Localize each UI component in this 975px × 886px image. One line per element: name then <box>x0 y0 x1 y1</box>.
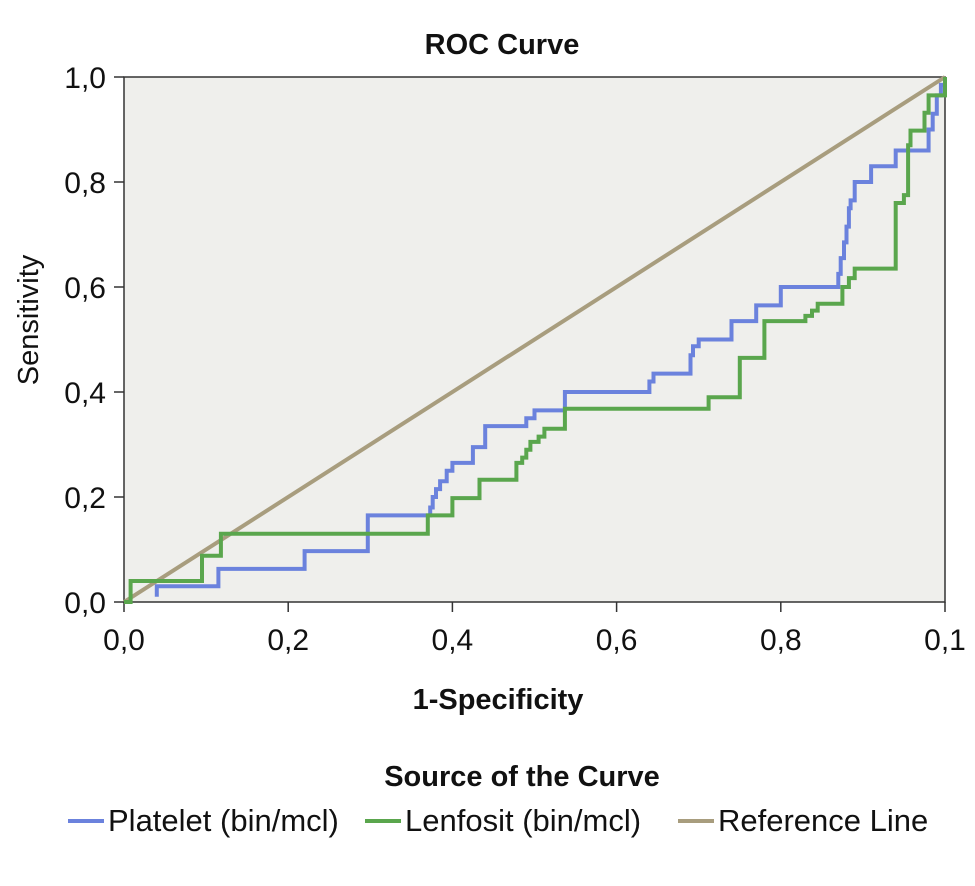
legend-label: Platelet (bin/mcl) <box>108 803 339 838</box>
x-tick-label: 0,8 <box>760 624 802 657</box>
y-tick-label: 0,4 <box>64 377 106 410</box>
x-tick-label: 0,4 <box>432 624 474 657</box>
y-tick-label: 0,2 <box>64 482 106 515</box>
x-axis: 0,0 0,2 0,4 0,6 0,8 0,1 <box>103 602 966 657</box>
legend-label: Lenfosit (bin/mcl) <box>405 803 641 838</box>
x-tick-label: 0,0 <box>103 624 145 657</box>
chart-title: ROC Curve <box>425 29 580 61</box>
series-line-1 <box>124 77 947 604</box>
y-axis: 0,0 0,2 0,4 0,6 0,8 1,0 <box>64 62 124 620</box>
x-tick-label: 0,6 <box>596 624 638 657</box>
x-tick-label: 0,1 <box>924 624 966 657</box>
y-tick-label: 0,0 <box>64 587 106 620</box>
legend-title: Source of the Curve <box>384 761 660 793</box>
series-layer <box>122 75 947 604</box>
series-line-0 <box>154 77 947 597</box>
x-axis-label: 1-Specificity <box>413 684 584 716</box>
legend: Platelet (bin/mcl) Lenfosit (bin/mcl) Refe… <box>68 803 928 838</box>
y-tick-label: 1,0 <box>64 62 106 95</box>
series-line-2 <box>122 75 947 604</box>
y-tick-label: 0,6 <box>64 272 106 305</box>
legend-label: Reference Line <box>718 803 928 838</box>
x-tick-label: 0,2 <box>267 624 309 657</box>
y-tick-label: 0,8 <box>64 167 106 200</box>
y-axis-label: Sensitivity <box>13 254 45 385</box>
